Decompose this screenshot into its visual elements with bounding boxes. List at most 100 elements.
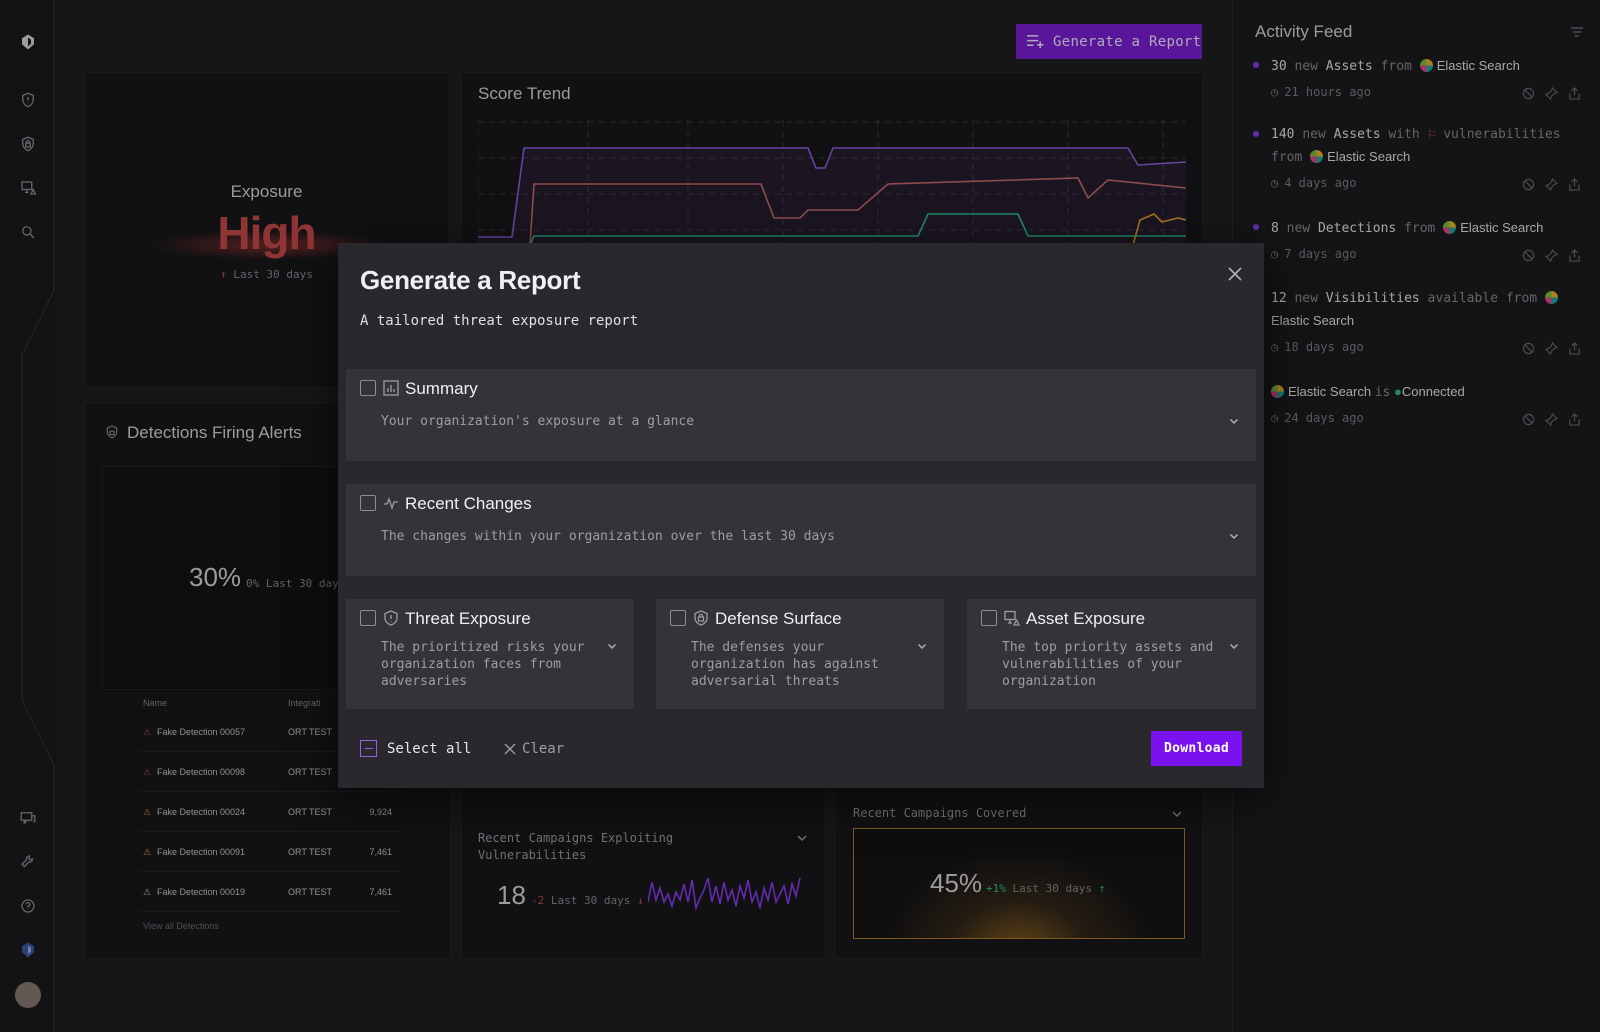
chevron-down-icon[interactable] (1228, 415, 1240, 427)
generate-report-button[interactable]: Generate a Report (1016, 24, 1202, 59)
share-icon[interactable] (1568, 87, 1581, 100)
defense-surface-checkbox[interactable] (670, 610, 686, 626)
close-icon[interactable] (1226, 265, 1244, 283)
detection-integration: ORT TEST (288, 767, 333, 777)
exposure-value: High (217, 207, 316, 259)
table-row[interactable]: ⚠ Fake Detection 00019 ORT TEST 7,461 (140, 872, 402, 912)
campaigns-covered-period-label: Last 30 days (1012, 882, 1092, 895)
campaigns-covered-box (853, 828, 1185, 939)
section-desc: The defenses your organization has again… (691, 640, 879, 689)
exposure-label: Exposure (230, 182, 303, 201)
x-icon (504, 743, 516, 755)
trend-line-purple (478, 147, 1186, 238)
chevron-down-icon[interactable] (1228, 530, 1240, 542)
block-icon[interactable] (1522, 87, 1535, 100)
view-all-detections-link[interactable]: View all Detections (143, 921, 219, 931)
clear-button[interactable]: Clear (504, 741, 564, 757)
app-logo-icon[interactable] (16, 30, 40, 54)
shield-alert-icon[interactable] (16, 88, 40, 112)
table-row[interactable]: ⚠ Fake Detection 00098 ORT TEST (140, 752, 402, 792)
score-trend-title: Score Trend (478, 84, 571, 103)
asset-exposure-checkbox[interactable] (981, 610, 997, 626)
block-icon[interactable] (1522, 178, 1535, 191)
feed-item-actions (1522, 249, 1581, 262)
chevron-down-icon[interactable] (1171, 808, 1183, 820)
add-list-icon (1027, 35, 1044, 49)
summary-checkbox[interactable] (360, 380, 376, 396)
indeterminate-checkbox[interactable] (360, 740, 377, 757)
table-row[interactable]: ⚠ Fake Detection 00057 ORT TEST (140, 712, 402, 752)
shield-lock-icon[interactable] (16, 132, 40, 156)
section-desc: The prioritized risks your organization … (381, 640, 585, 689)
feed-item[interactable]: 140 new Assets with ⚐ vulnerabilities fr… (1253, 124, 1593, 204)
threat-exposure-checkbox[interactable] (360, 610, 376, 626)
table-row[interactable]: ⚠ Fake Detection 00091 ORT TEST 7,461 (140, 832, 402, 872)
chevron-down-icon[interactable] (916, 640, 928, 652)
chevron-down-icon[interactable] (796, 832, 808, 844)
campaigns-covered-period: +1% Last 30 days ↑ (986, 882, 1105, 895)
detections-period-label: Last 30 days (265, 577, 346, 590)
chevron-down-icon[interactable] (606, 640, 618, 652)
pin-icon[interactable] (1545, 342, 1558, 355)
detection-count: 7,461 (369, 887, 392, 897)
block-icon[interactable] (1522, 413, 1535, 426)
modal-subtitle: A tailored threat exposure report (360, 313, 639, 329)
block-icon[interactable] (1522, 249, 1535, 262)
column-header-name: Name (143, 698, 168, 708)
clock-icon: ◷ (1271, 85, 1279, 99)
unread-dot (1253, 62, 1259, 68)
share-icon[interactable] (1568, 342, 1581, 355)
user-avatar[interactable] (15, 982, 41, 1008)
campaigns-exploiting-value: 18 (497, 880, 526, 910)
block-icon[interactable] (1522, 342, 1535, 355)
feed-item[interactable]: 8 new Detections from Elastic Search ◷ 7 … (1253, 217, 1593, 277)
feed-item-time: ◷ 24 days ago (1271, 411, 1364, 425)
filter-icon[interactable] (1570, 26, 1584, 38)
org-logo-icon[interactable] (16, 938, 40, 962)
clock-icon: ◷ (1271, 411, 1279, 425)
recent-changes-checkbox[interactable] (360, 495, 376, 511)
feed-item-text: 30 new Assets from Elastic Search (1271, 58, 1520, 74)
left-nav-rail (0, 0, 56, 1032)
share-icon[interactable] (1568, 413, 1581, 426)
elastic-search-logo-icon (1419, 59, 1433, 72)
share-icon[interactable] (1568, 249, 1581, 262)
section-defense-surface[interactable]: Defense Surface The defenses your organi… (656, 599, 944, 709)
section-desc: The top priority assets and vulnerabilit… (1002, 640, 1214, 689)
detections-period: 0% Last 30 days (246, 577, 345, 590)
pin-icon[interactable] (1545, 413, 1558, 426)
feed-item[interactable]: Elastic Search is ●Connected ◷ 24 days ag… (1253, 381, 1593, 441)
feed-item[interactable]: 30 new Assets from Elastic Search ◷ 21 ho… (1253, 55, 1593, 115)
arrow-up-icon: ↑ (220, 268, 227, 281)
detection-count: 9,924 (369, 807, 392, 817)
chat-icon[interactable] (16, 806, 40, 830)
section-recent-changes[interactable]: Recent Changes The changes within your o… (346, 484, 1256, 576)
campaigns-exploiting-title: Recent Campaigns Exploiting Vulnerabilit… (478, 831, 674, 862)
section-summary[interactable]: Summary Your organization's exposure at … (346, 369, 1256, 461)
section-title: Defense Surface (715, 609, 842, 628)
clear-label: Clear (522, 741, 565, 757)
detections-percent: 30% (189, 562, 242, 592)
status-dot-icon: ● (1394, 384, 1402, 399)
monitor-alert-icon[interactable] (16, 176, 40, 200)
section-threat-exposure[interactable]: Threat Exposure The prioritized risks yo… (346, 599, 634, 709)
pin-icon[interactable] (1545, 178, 1558, 191)
detection-count: 7,461 (369, 847, 392, 857)
select-all-checkbox[interactable]: Select all (360, 740, 471, 757)
pin-icon[interactable] (1545, 87, 1558, 100)
feed-item-time: ◷ 4 days ago (1271, 176, 1357, 190)
detection-integration: ORT TEST (288, 727, 333, 737)
chevron-down-icon[interactable] (1228, 640, 1240, 652)
feed-item[interactable]: 12 new Visibilities available from Elast… (1253, 288, 1593, 368)
warning-icon: ⚠ (143, 767, 152, 777)
feed-item-text: 140 new Assets with ⚐ vulnerabilities fr… (1271, 127, 1561, 165)
section-asset-exposure[interactable]: Asset Exposure The top priority assets a… (967, 599, 1256, 709)
wrench-icon[interactable] (16, 850, 40, 874)
table-row[interactable]: ⚠ Fake Detection 00024 ORT TEST 9,924 (140, 792, 402, 832)
feed-item-time: ◷ 7 days ago (1271, 247, 1357, 261)
download-button[interactable]: Download (1151, 731, 1242, 766)
pin-icon[interactable] (1545, 249, 1558, 262)
share-icon[interactable] (1568, 178, 1581, 191)
search-icon[interactable] (16, 220, 40, 244)
help-icon[interactable] (16, 894, 40, 918)
